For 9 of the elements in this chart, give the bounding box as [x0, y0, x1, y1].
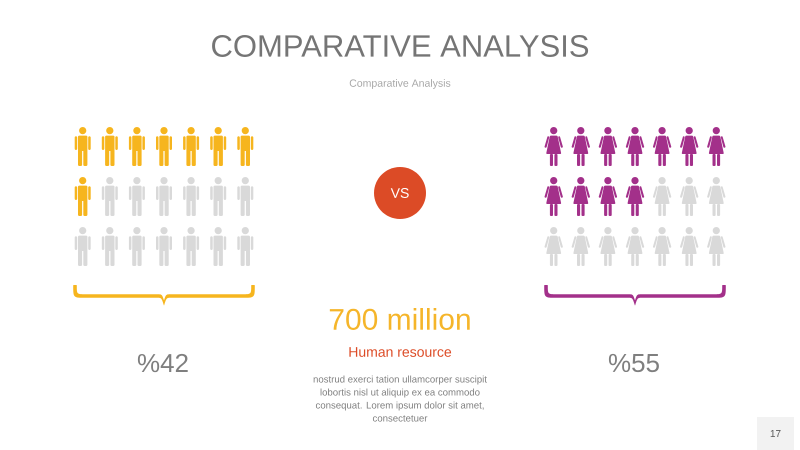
- text: nostrud exerci tation ullamcorper suscipit lobortis nisl ut aliquip ex ea commodo consequat. Lorem ipsum dolor sit amet, consectetuer: [314, 376, 487, 422]
- text: COMPARATIVE ANALYSIS: [212, 35, 588, 57]
- text: Comparative Analysis: [350, 79, 450, 89]
- data-label: %42: [138, 354, 188, 372]
- data-label: %55: [608, 354, 659, 372]
- text: 17: [770, 430, 781, 437]
- text: Human resource: [349, 347, 452, 357]
- text: VS: [390, 188, 409, 198]
- text: 700 million: [330, 308, 470, 330]
